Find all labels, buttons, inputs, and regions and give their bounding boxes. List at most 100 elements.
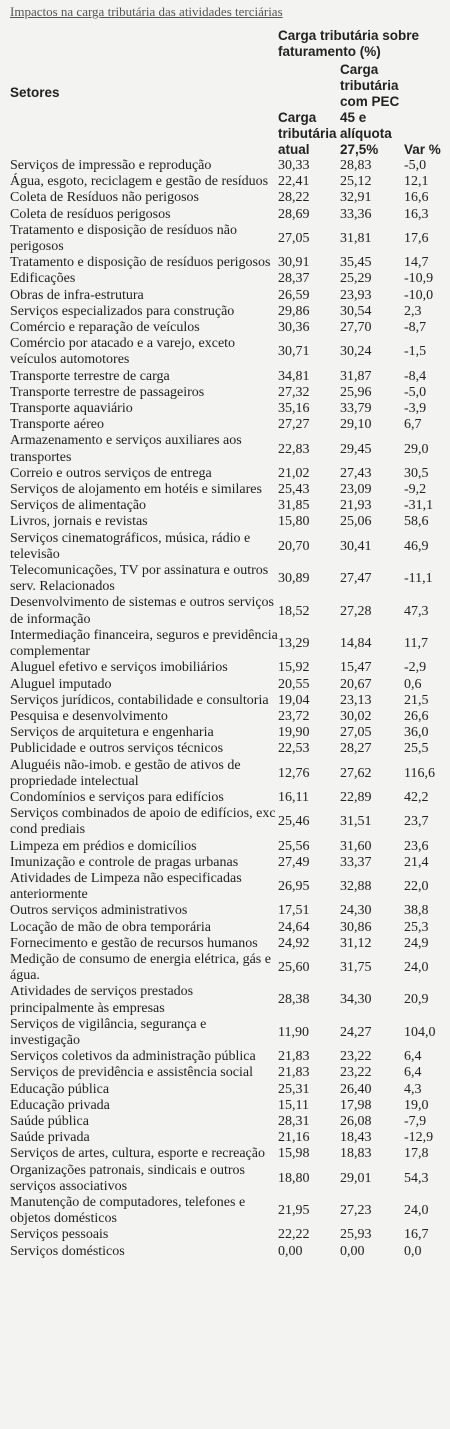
sector-cell: Comércio e reparação de veículos: [10, 320, 200, 336]
value-cell: 24,0: [404, 960, 429, 976]
value-cell: 25,60: [278, 960, 310, 976]
table-row: Imunização e controle de pragas urbanas 2…: [10, 855, 444, 871]
sector-cell: Manutenção de computadores, telefones e …: [10, 1195, 246, 1227]
table-row: Serviços de previdência e assistência so…: [10, 1065, 444, 1081]
value-cell: 30,02: [340, 708, 372, 724]
sector-cell: Fornecimento e gestão de recursos humano…: [10, 935, 258, 951]
value-cell: 12,1: [404, 174, 429, 190]
value-cell: -2,9: [404, 660, 427, 676]
value-cell: 29,45: [340, 441, 372, 457]
value-cell: 13,29: [278, 635, 310, 651]
table-row: Armazenamento e serviços auxiliares aos …: [10, 433, 444, 465]
value-cell: 22,83: [278, 441, 310, 457]
value-cell: 54,3: [404, 1170, 429, 1186]
sector-cell: Desenvolvimento de sistemas e outros ser…: [10, 595, 275, 627]
value-cell: 6,4: [404, 1049, 422, 1065]
table-row: Serviços especializados para construção 2…: [10, 304, 444, 320]
value-cell: 25,56: [278, 838, 310, 854]
table-row: Intermediação financeira, seguros e prev…: [10, 628, 444, 660]
value-cell: 25,5: [404, 741, 429, 757]
value-cell: 0,00: [278, 1243, 303, 1259]
value-cell: 27,23: [340, 1203, 372, 1219]
table-row: Locação de mão de obra temporária 24,64 30…: [10, 920, 444, 936]
sector-cell: Água, esgoto, reciclagem e gestão de res…: [10, 174, 269, 190]
sector-cell: Serviços de arquitetura e engenharia: [10, 725, 214, 741]
value-cell: 15,11: [278, 1097, 309, 1113]
value-cell: 16,11: [278, 789, 309, 805]
table-row: Coleta de resíduos perigosos 28,69 33,36 16…: [10, 207, 444, 223]
value-cell: 25,43: [278, 482, 310, 498]
header-cell: Carga tributária sobre faturamento (%): [278, 28, 420, 59]
table-row: Saúde pública 28,31 26,08 -7,9: [10, 1114, 444, 1130]
table-row: Coleta de Resíduos não perigosos 28,22 32,…: [10, 190, 444, 206]
sector-cell: Serviços de alojamento em hotéis e simil…: [10, 482, 262, 498]
value-cell: 31,12: [340, 935, 372, 951]
value-cell: 23,09: [340, 482, 372, 498]
value-cell: 28,38: [278, 992, 310, 1008]
value-cell: 28,22: [278, 190, 310, 206]
sector-cell: Serviços coletivos da administração públ…: [10, 1049, 256, 1065]
value-cell: 22,89: [340, 789, 372, 805]
value-cell: 31,75: [340, 960, 372, 976]
header-row: Setores Carga tributária sobre faturamen…: [10, 28, 444, 100]
sector-cell: Atividades de serviços prestados princip…: [10, 984, 194, 1016]
sector-cell: Publicidade e outros serviços técnicos: [10, 741, 224, 757]
value-cell: 21,16: [278, 1130, 310, 1146]
value-cell: 46,9: [404, 538, 429, 554]
value-cell: 27,05: [278, 230, 310, 246]
table-row: Comércio e reparação de veículos 30,36 27,…: [10, 320, 444, 336]
sector-cell: Tratamento e disposição de resíduos não …: [10, 222, 237, 255]
sector-cell: Saúde pública: [10, 1113, 89, 1129]
sector-cell: Organizações patronais, sindicais e outr…: [10, 1162, 245, 1194]
value-cell: -9,2: [404, 482, 427, 498]
sector-cell: Obras de infra-estrutura: [10, 287, 144, 303]
value-cell: 4,3: [404, 1081, 422, 1097]
value-cell: 27,43: [340, 465, 372, 481]
header-cell: Carga tributária com PEC 45 e alíquota 2…: [340, 62, 400, 157]
value-cell: 28,69: [278, 206, 310, 222]
value-cell: -7,9: [404, 1113, 427, 1129]
value-cell: 18,52: [278, 603, 310, 619]
sector-cell: Aluguéis não-imob. e gestão de ativos de…: [10, 757, 241, 789]
table-row: Atividades de Limpeza não especificadas …: [10, 871, 444, 903]
value-cell: 0,0: [404, 1243, 422, 1259]
value-cell: 58,6: [404, 514, 429, 530]
value-cell: 35,16: [278, 401, 310, 417]
sector-cell: Serviços especializados para construção: [10, 303, 235, 319]
value-cell: 27,70: [340, 320, 372, 336]
value-cell: 17,6: [404, 230, 429, 246]
sector-cell: Livros, jornais e revistas: [10, 514, 148, 530]
value-cell: 30,89: [278, 571, 310, 587]
value-cell: 0,6: [404, 676, 422, 692]
value-cell: 26,6: [404, 708, 429, 724]
table-row: Manutenção de computadores, telefones e …: [10, 1195, 444, 1227]
sector-cell: Intermediação financeira, seguros e prev…: [10, 627, 278, 660]
value-cell: 16,6: [404, 190, 429, 206]
value-cell: 19,0: [404, 1097, 429, 1113]
value-cell: 24,64: [278, 919, 310, 935]
value-cell: 28,83: [340, 158, 372, 173]
value-cell: 2,3: [404, 303, 422, 319]
value-cell: 21,83: [278, 1065, 310, 1081]
value-cell: 27,49: [278, 854, 310, 870]
value-cell: 17,8: [404, 1146, 429, 1162]
value-cell: -8,7: [404, 320, 427, 336]
sector-cell: Serviços cinematográficos, música, rádio…: [10, 530, 251, 562]
sector-cell: Correio e outros serviços de entrega: [10, 465, 212, 481]
table-row: Serviços de arquitetura e engenharia 19,9…: [10, 725, 444, 741]
table-row: Transporte terrestre de carga 34,81 31,87 -…: [10, 369, 444, 385]
sector-cell: Edificações: [10, 271, 76, 287]
value-cell: 20,9: [404, 992, 429, 1008]
sector-cell: Armazenamento e serviços auxiliares aos …: [10, 433, 242, 465]
table-row: Comércio por atacado e a varejo, exceto …: [10, 336, 444, 368]
value-cell: 21,5: [404, 692, 429, 708]
value-cell: 29,86: [278, 303, 310, 319]
value-cell: 23,7: [404, 814, 429, 830]
table-title: Impactos na carga tributária das ativida…: [10, 4, 283, 19]
table-row: Serviços coletivos da administração públ…: [10, 1049, 444, 1065]
value-cell: -12,9: [404, 1130, 434, 1146]
value-cell: 24,30: [340, 903, 372, 919]
value-cell: 42,2: [404, 789, 429, 805]
sector-cell: Atividades de Limpeza não especificadas …: [10, 870, 242, 903]
sector-cell: Coleta de Resíduos não perigosos: [10, 190, 199, 206]
